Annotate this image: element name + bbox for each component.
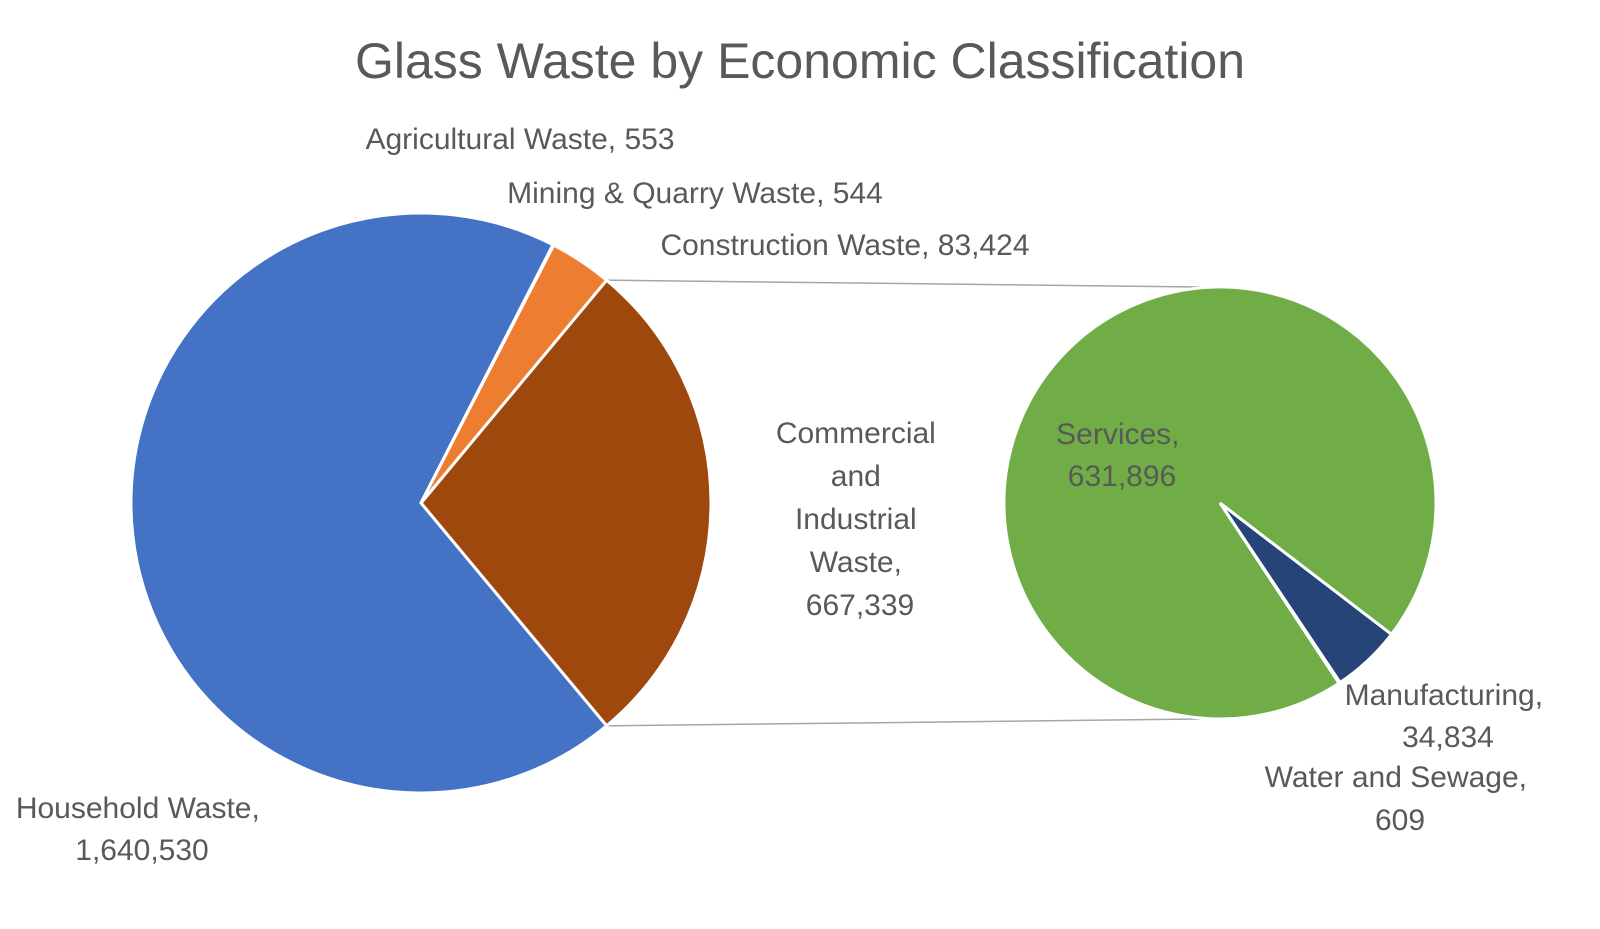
slice-commercial-and-industrial-waste	[419, 278, 713, 728]
chart-title: Glass Waste by Economic Classification	[355, 33, 1245, 89]
slice-construction-waste	[419, 243, 609, 504]
label-mining-quarry-waste: Mining & Quarry Waste, 544	[507, 177, 883, 210]
label-commercial-industrial-waste: Commercial and Industrial Waste, 667,339	[776, 417, 944, 622]
label-construction-waste: Construction Waste, 83,424	[660, 229, 1029, 262]
connector-lines	[606, 279, 1201, 727]
connector-top	[606, 279, 1201, 288]
slice-services	[1002, 285, 1438, 721]
label-household-waste: Household Waste, 1,640,530	[16, 792, 268, 867]
label-services: Services, 631,896	[1056, 418, 1188, 493]
connector-bottom	[606, 718, 1201, 727]
label-manufacturing: Manufacturing, 34,834	[1345, 679, 1552, 754]
secondary-pie	[1002, 285, 1438, 721]
label-agricultural-waste: Agricultural Waste, 553	[365, 123, 674, 156]
label-water-and-sewage: Water and Sewage, 609	[1265, 761, 1536, 837]
slice-household-waste	[129, 211, 609, 795]
primary-pie	[129, 211, 713, 795]
